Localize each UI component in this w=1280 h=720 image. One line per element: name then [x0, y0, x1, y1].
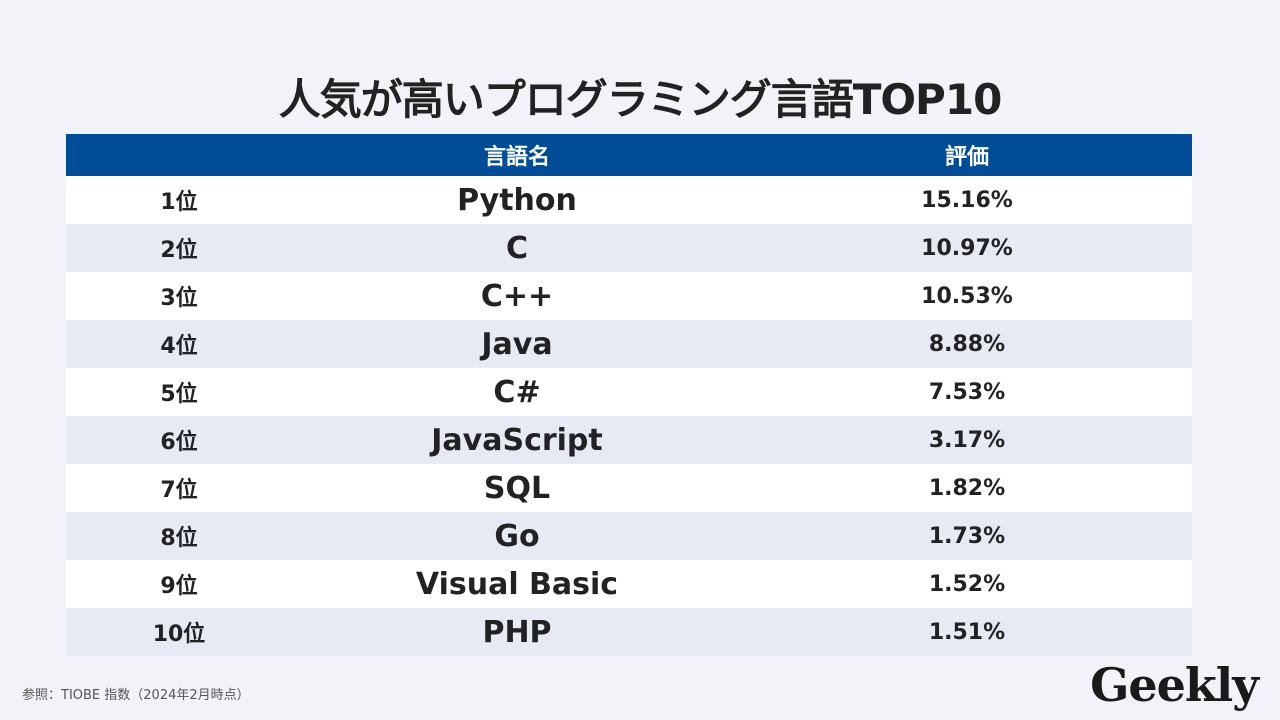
language-cell: Visual Basic	[292, 560, 742, 608]
source-note: 参照：TIOBE 指数（2024年2月時点）	[22, 688, 250, 703]
rating-cell: 10.53%	[742, 272, 1192, 320]
table-row: 6位 JavaScript 3.17%	[66, 416, 1192, 464]
rating-cell: 10.97%	[742, 224, 1192, 272]
table-header: 言語名 評価	[66, 134, 1192, 176]
language-cell: PHP	[292, 608, 742, 656]
rank-cell: 10位	[66, 608, 292, 656]
rating-cell: 3.17%	[742, 416, 1192, 464]
rank-cell: 3位	[66, 272, 292, 320]
header-language: 言語名	[292, 134, 742, 176]
table-row: 7位 SQL 1.82%	[66, 464, 1192, 512]
table-row: 8位 Go 1.73%	[66, 512, 1192, 560]
table-row: 10位 PHP 1.51%	[66, 608, 1192, 656]
rank-cell: 2位	[66, 224, 292, 272]
ranking-table: 言語名 評価 1位 Python 15.16% 2位 C 10.97% 3位 C++ 10.53…	[66, 134, 1192, 656]
rank-cell: 6位	[66, 416, 292, 464]
rating-cell: 1.82%	[742, 464, 1192, 512]
language-cell: Python	[292, 176, 742, 224]
rating-cell: 7.53%	[742, 368, 1192, 416]
rank-cell: 4位	[66, 320, 292, 368]
rating-cell: 8.88%	[742, 320, 1192, 368]
rating-cell: 1.52%	[742, 560, 1192, 608]
rating-cell: 1.73%	[742, 512, 1192, 560]
rank-cell: 1位	[66, 176, 292, 224]
header-rating: 評価	[742, 134, 1192, 176]
header-rank	[66, 134, 292, 176]
rank-cell: 9位	[66, 560, 292, 608]
language-cell: Java	[292, 320, 742, 368]
language-cell: C#	[292, 368, 742, 416]
table-row: 2位 C 10.97%	[66, 224, 1192, 272]
language-cell: C++	[292, 272, 742, 320]
table-row: 9位 Visual Basic 1.52%	[66, 560, 1192, 608]
table-row: 1位 Python 15.16%	[66, 176, 1192, 224]
rank-cell: 8位	[66, 512, 292, 560]
page-title: 人気が高いプログラミング言語TOP10	[278, 75, 1003, 124]
language-cell: SQL	[292, 464, 742, 512]
rating-cell: 1.51%	[742, 608, 1192, 656]
language-cell: C	[292, 224, 742, 272]
language-cell: JavaScript	[292, 416, 742, 464]
geekly-logo: Geekly	[1090, 658, 1259, 712]
table-row: 4位 Java 8.88%	[66, 320, 1192, 368]
rating-cell: 15.16%	[742, 176, 1192, 224]
rank-cell: 7位	[66, 464, 292, 512]
rank-cell: 5位	[66, 368, 292, 416]
language-cell: Go	[292, 512, 742, 560]
table-row: 3位 C++ 10.53%	[66, 272, 1192, 320]
table-row: 5位 C# 7.53%	[66, 368, 1192, 416]
